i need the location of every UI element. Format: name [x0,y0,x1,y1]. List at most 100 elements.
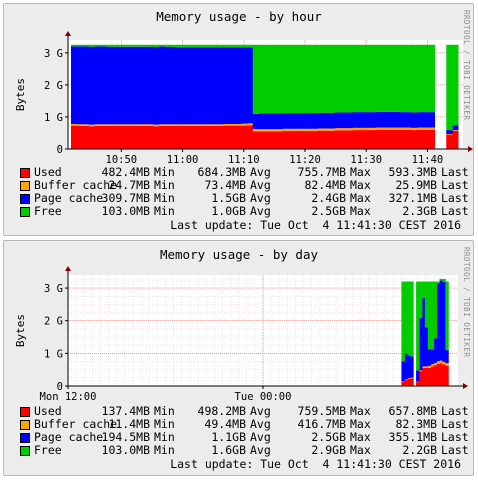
area-free-segment [252,44,260,114]
area-free-segment [82,44,90,47]
area-used-segment [241,125,248,149]
area-buffer-cache-segment [158,124,166,126]
area-buffer-cache-segment [235,123,242,126]
area-free-segment [439,278,443,281]
area-used-segment [346,130,353,149]
area-page-cache-segment [194,47,201,125]
area-buffer-cache-segment [436,361,440,364]
legend-row-buffer-cache: Buffer cache 24.7MB Min 73.4MB Avg 82.4MB Max 2… [4,178,475,192]
area-buffer-cache-segment [393,127,400,130]
legend-swatch [20,207,30,217]
legend-stat-label: Avg [250,443,271,457]
area-used-segment [188,125,195,149]
area-free-segment [445,281,449,351]
legend-value-max: 416.7MB [297,417,346,431]
legend-swatch [20,181,30,191]
area-buffer-cache-segment [229,123,236,126]
legend-row-buffer-cache: Buffer cache 11.4MB Min 49.4MB Avg 416.7MB Max… [4,417,475,431]
legend-stat-label: Avg [250,191,271,205]
area-page-cache-segment [381,111,389,128]
area-buffer-cache-segment [246,123,254,126]
area-free-segment [153,44,160,48]
area-buffer-cache-segment [305,128,312,132]
area-used-segment [164,125,172,149]
area-page-cache-segment [411,112,418,128]
area-used-segment [182,125,189,149]
area-used-segment [135,125,142,149]
area-page-cache-segment [445,350,449,364]
area-page-cache-segment [428,112,436,128]
legend-series-name: Page cache [34,191,104,205]
area-page-cache-segment [421,297,426,367]
legend-value-last: 327.1MB [388,191,437,205]
legend-stat-label: Avg [250,404,271,418]
area-buffer-cache-segment [416,127,424,130]
area-used-segment [117,125,125,149]
legend-stat-label: Avg [250,178,271,192]
legend-stat-label: Last [441,404,469,418]
area-page-cache-segment [358,112,365,128]
legend-value-min: 103.0MB [101,443,150,457]
area-buffer-cache-segment [100,124,107,126]
legend-value-min: 309.7MB [101,191,150,205]
legend-series-name: Buffer cache [34,178,118,192]
area-used-segment [129,125,136,149]
area-free-segment [334,44,342,113]
area-free-segment [88,44,95,47]
area-free-segment [399,44,406,113]
area-page-cache-segment [200,47,207,125]
area-buffer-cache-segment [311,128,318,132]
area-used-segment [433,365,438,386]
area-buffer-cache-segment [258,129,265,132]
area-used-segment [358,130,365,149]
legend-swatch [20,433,30,443]
area-buffer-cache-segment [76,124,84,126]
x-tick-label: 11:30 [350,154,382,166]
legend-value-last: 593.3MB [388,165,437,179]
area-used-segment [445,365,449,386]
legend-swatch [20,446,30,456]
area-used-segment [235,125,242,149]
area-page-cache-segment [123,46,131,125]
area-page-cache-segment [436,282,440,362]
area-used-segment [106,125,113,149]
x-tick-label: 10:50 [106,154,138,166]
area-buffer-cache-segment [112,124,119,126]
legend-stat-label: Min [154,204,175,218]
area-page-cache-segment [430,349,435,365]
area-used-segment [323,130,330,149]
area-free-segment [452,44,459,126]
area-used-segment [158,125,166,149]
y-axis-arrow [65,31,71,36]
area-used-segment [311,131,318,149]
area-page-cache-segment [252,113,260,130]
x-tick-label: 11:20 [289,154,321,166]
legend-value-last: 25.9MB [395,178,437,192]
area-used-segment [100,125,107,149]
legend-value-min: 482.4MB [101,165,150,179]
legend-stat-label: Max [350,191,371,205]
area-buffer-cache-segment [176,124,183,126]
area-page-cache-segment [117,46,125,125]
area-used-segment [123,125,131,149]
area-used-segment [427,367,432,386]
area-free-segment [287,44,295,114]
area-page-cache-segment [217,47,224,125]
area-used-segment [430,366,435,386]
legend-stat-label: Avg [250,165,271,179]
area-buffer-cache-segment [410,377,414,379]
area-free-segment [422,44,430,113]
y-axis-arrow [65,266,71,271]
area-buffer-cache-segment [352,127,359,131]
area-buffer-cache-segment [276,129,283,132]
area-page-cache-segment [352,112,359,128]
hour-chart-panel: Memory usage - by hour 0 1 G 2 G 3 G Bytes 10:… [3,3,474,236]
legend-stat-label: Max [350,178,371,192]
area-buffer-cache-segment [94,124,101,126]
legend-value-min: 103.0MB [101,204,150,218]
area-free-segment [370,44,377,113]
area-used-segment [399,129,406,149]
legend-swatch [20,168,30,178]
area-page-cache-segment [422,112,430,128]
legend-series-name: Used [34,165,62,179]
